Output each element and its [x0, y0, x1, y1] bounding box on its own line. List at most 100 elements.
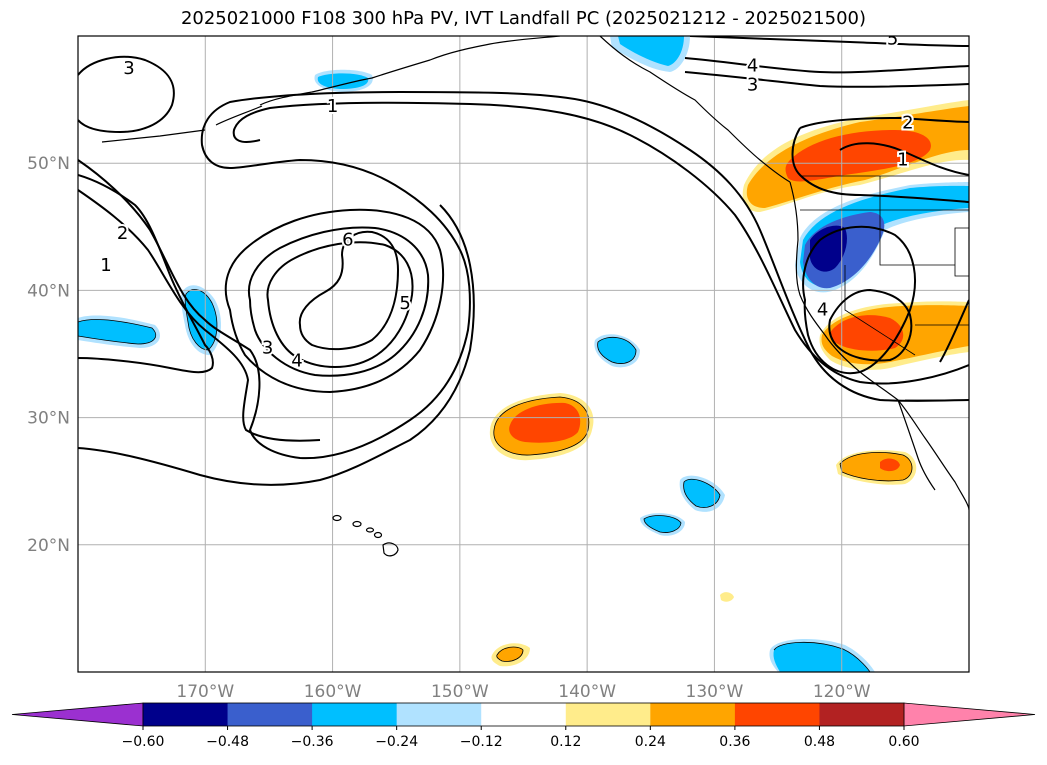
pv-contour-1-east [839, 142, 969, 176]
colorbar-segment [396, 703, 482, 726]
contour-label: 3 [262, 338, 273, 359]
colorbar-tick-label: 0.36 [719, 734, 750, 750]
pv-contour-2-se [939, 299, 969, 363]
ivt-pos-tiny [720, 592, 734, 602]
longitude-label: 150°W [431, 682, 489, 702]
pv-contour-5-mid [266, 241, 414, 368]
state-border-4 [844, 265, 916, 356]
contour-label: 1 [897, 149, 908, 170]
colorbar-tick-label: 0.24 [635, 734, 666, 750]
contour-label: 1 [100, 255, 111, 276]
island-big-island [382, 542, 399, 557]
contour-label: 2 [902, 112, 913, 133]
outline-small3 [643, 515, 682, 533]
colorbar-segment [734, 703, 820, 726]
pv-contours [78, 36, 969, 486]
outline-small-south [496, 646, 524, 662]
gridlines [78, 36, 969, 672]
contour-label: 3 [123, 58, 134, 79]
colorbar-tick-label: 0.48 [804, 734, 835, 750]
outline-small2 [683, 478, 721, 508]
state-border-3 [954, 227, 969, 277]
contour-label: 2 [117, 223, 128, 244]
latitude-label: 40°N [27, 281, 70, 301]
contour-label: 5 [887, 29, 898, 50]
outline-small1 [597, 336, 637, 364]
alaska-coast [259, 36, 561, 106]
colorbar-segment [227, 703, 313, 726]
island-kauai [332, 514, 342, 522]
colorbar-segment [481, 703, 567, 726]
pv-contour-3-east [802, 225, 916, 375]
longitude-label: 140°W [558, 682, 616, 702]
contour-label: 1 [327, 96, 338, 117]
contour-label: 3 [747, 74, 758, 95]
outline-south [773, 641, 871, 672]
longitude-label: 170°W [176, 682, 234, 702]
contour-label: 6 [342, 230, 353, 251]
longitude-label: 130°W [686, 682, 744, 702]
island-molokai [365, 527, 375, 533]
colorbar-segment [819, 703, 905, 726]
island-maui [373, 531, 383, 539]
ivt-neg-bc-north-dark [618, 36, 684, 66]
pv-contour-2-east [791, 116, 969, 203]
ivt-neg-small2-dark [683, 479, 720, 508]
colorbar-tick-label: −0.60 [122, 734, 165, 750]
pv-contour-3-nw [78, 55, 175, 134]
colorbar-tick-label: −0.48 [206, 734, 249, 750]
contour-label: 4 [291, 350, 302, 371]
ivt-pos-small-south-orange [496, 647, 523, 662]
colorbar-tick-label: −0.36 [291, 734, 334, 750]
latitude-label: 20°N [27, 536, 70, 556]
outline-west [78, 319, 156, 345]
colorbar-tick-label: 0.12 [550, 734, 581, 750]
pv-contour-5-ne [689, 36, 969, 47]
colorbar-segment [650, 703, 736, 726]
map-frame [77, 35, 970, 673]
colorbar-segment [312, 703, 398, 726]
pv-contour-2-outer [78, 189, 321, 442]
colorbar-tick-label: −0.24 [375, 734, 418, 750]
ivt-neg-small1-dark [597, 337, 636, 364]
pv-contour-4-ne [684, 57, 969, 74]
pv-contour-1-big [78, 90, 969, 460]
pv-contour-4-mid [247, 226, 430, 377]
ivt-pos-central-red [509, 402, 581, 443]
colorbar-frame [142, 702, 905, 727]
ivt-neg-west [78, 319, 156, 344]
contour-label: 4 [747, 55, 758, 76]
outline-baja [839, 452, 913, 482]
island-oahu [352, 520, 362, 528]
ivt-neg-oregon-navy [810, 225, 847, 272]
colorbar-segment [565, 703, 651, 726]
longitude-label: 120°W [813, 682, 871, 702]
pv-contour-2-north [232, 101, 969, 385]
colorbar-tick-label: 0.60 [888, 734, 919, 750]
longitude-labels: 170°W 160°W 150°W 140°W 130°W 120°W [176, 682, 870, 702]
pv-contour-3-ne [684, 71, 969, 88]
ivt-neg-south [773, 642, 870, 672]
colorbar: −0.60 −0.48 −0.36 −0.24 −0.12 0.12 0.24 0.36 0.4… [11, 702, 1036, 750]
contour-label: 4 [817, 299, 828, 320]
state-border-1 [879, 176, 955, 266]
pv-contour-1-left [78, 174, 214, 374]
aleutians [101, 129, 206, 143]
ivt-neg-small3-dark [644, 515, 681, 533]
pv-contour-3-mid [224, 208, 445, 394]
ivt-neg-west2 [185, 289, 217, 350]
colorbar-extend-high [903, 702, 1036, 727]
bc-coast [599, 36, 791, 183]
longitude-label: 160°W [304, 682, 362, 702]
latitude-labels: 50°N 40°N 30°N 20°N [27, 154, 70, 556]
ivt-pos-baja-red [880, 458, 900, 472]
pv-contour-1-south [78, 204, 475, 486]
contour-label: 5 [399, 293, 410, 314]
ivt-outlines [78, 289, 913, 672]
map-title: 2025021000 F108 300 hPa PV, IVT Landfall… [180, 8, 867, 29]
ivt-pos-washington-red [785, 130, 931, 182]
ivt-neg-alaska [317, 73, 369, 89]
alaska-peninsula [215, 105, 263, 126]
pv-contour-4-east [828, 288, 913, 362]
